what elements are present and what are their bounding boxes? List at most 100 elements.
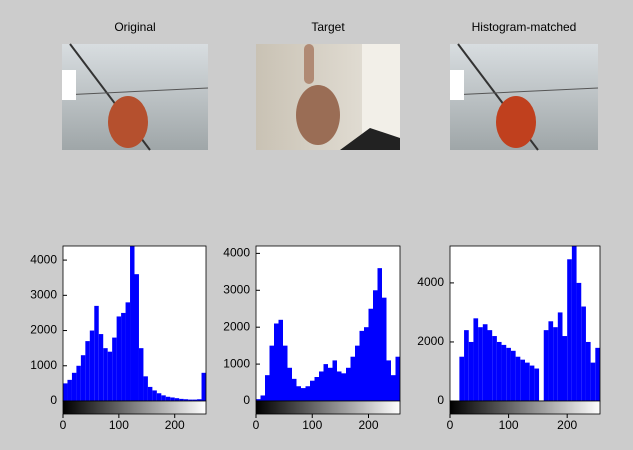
image-title: Target [311,20,345,34]
bar [382,298,387,401]
bar [333,360,338,401]
bar [67,380,71,401]
x-tick-label: 200 [557,418,577,432]
image-title: Histogram-matched [472,20,577,34]
bar [373,290,378,401]
bar [497,342,502,401]
x-tick-label: 100 [302,418,322,432]
bar [502,345,507,401]
bar [548,321,553,401]
bar [369,309,374,401]
bar [534,369,539,401]
bar [530,366,535,401]
bar [355,346,360,401]
y-tick-label: 3000 [30,287,57,301]
bar [301,388,306,401]
bar [473,318,478,401]
x-tick-label: 0 [60,418,67,432]
bar [166,397,170,401]
bar [270,346,275,401]
y-tick-label: 4000 [30,252,57,266]
image-title: Original [114,20,155,34]
bar [135,274,139,401]
y-tick-label: 2000 [30,323,57,337]
x-tick-label: 0 [253,418,260,432]
bar [139,348,143,401]
bar [391,375,396,401]
bar [469,342,474,401]
figure: Original010002000300040000100200Target01… [0,0,633,450]
image-matched [450,44,598,150]
bar [157,393,161,401]
bar [94,306,98,401]
bar [351,357,356,401]
y-tick-label: 2000 [417,334,444,348]
bar [337,371,342,401]
bar [319,371,324,401]
bar [81,355,85,401]
bar [72,373,76,401]
y-tick-label: 1000 [223,356,250,370]
y-tick-label: 0 [243,393,250,407]
y-tick-label: 0 [50,393,57,407]
image-target [256,44,400,150]
x-tick-label: 100 [109,418,129,432]
bar [274,324,279,402]
bar [297,386,302,401]
y-tick-label: 3000 [223,282,250,296]
colorbar [450,401,600,414]
bar [76,366,80,401]
bar [121,313,125,401]
bar [170,397,174,401]
bar [342,373,347,401]
y-tick-label: 0 [437,393,444,407]
bar [595,348,600,401]
bar [315,377,320,401]
bar [161,395,165,401]
bar [387,360,392,401]
bar [553,327,558,401]
bar [586,342,591,401]
bar [511,351,516,401]
x-tick-label: 200 [358,418,378,432]
bar [483,324,488,401]
bar [506,348,511,401]
bar [130,246,134,401]
bar [464,330,469,401]
bar [103,348,107,401]
bar [90,331,94,401]
colorbar [256,401,400,414]
bar [544,330,549,401]
bar [108,352,112,401]
image-original [62,44,208,150]
bar [567,259,572,401]
bar [310,381,315,401]
bar [306,386,311,401]
bar [288,368,293,401]
bar [117,316,121,401]
bar [63,383,67,401]
colorbar [63,401,206,414]
bar [324,364,329,401]
bar [126,302,130,401]
bar [577,283,582,401]
bar [525,363,530,401]
bar [99,334,103,401]
bar [143,376,147,401]
bar [591,363,596,401]
y-tick-label: 4000 [417,275,444,289]
bar [558,312,563,401]
bar [328,368,333,401]
bar [378,268,383,401]
x-tick-label: 100 [499,418,519,432]
x-tick-label: 0 [447,418,454,432]
bar [360,331,365,401]
y-tick-label: 2000 [223,319,250,333]
bar [572,246,577,401]
bar [85,341,89,401]
bar [520,360,525,401]
bar [581,307,586,401]
bar [112,338,116,401]
bar [346,368,351,401]
bar [563,336,568,401]
